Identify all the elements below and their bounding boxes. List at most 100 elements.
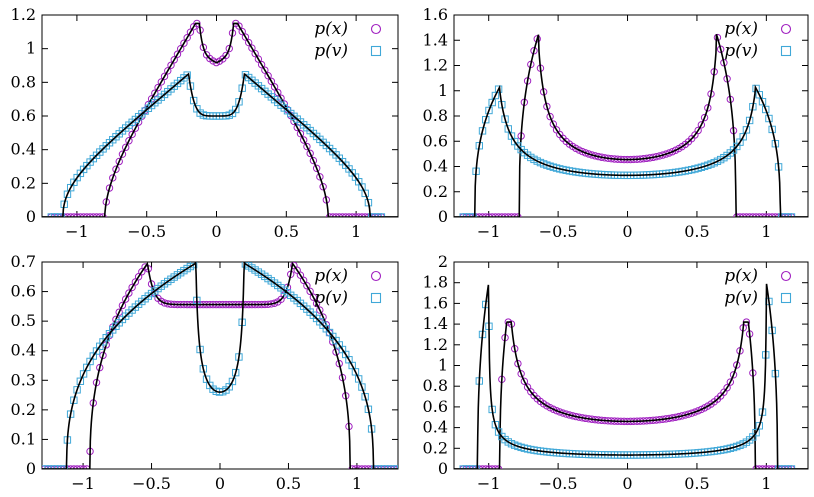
y-tick-label: 0.3: [11, 370, 36, 389]
plot-area: [42, 262, 398, 469]
data-point-x: [115, 308, 123, 316]
data-point-x: [244, 38, 253, 47]
data-point-x: [659, 151, 667, 159]
data-point-x: [73, 213, 81, 217]
data-point-x: [118, 150, 127, 158]
data-point-x: [264, 72, 272, 80]
data-point-x: [517, 370, 525, 378]
y-tick-label: 0.8: [423, 106, 448, 125]
data-point-x: [112, 165, 120, 173]
data-point-x: [342, 213, 350, 217]
data-point-x: [755, 213, 763, 217]
legend-label: p(v): [724, 288, 758, 308]
y-tick-label: 0.8: [11, 72, 36, 91]
fit-curve-v: [454, 283, 808, 469]
data-point-x: [118, 301, 127, 310]
data-point-x: [581, 149, 590, 157]
data-point-x: [482, 213, 490, 217]
data-point-x: [303, 142, 311, 151]
legend-marker-square: [370, 292, 382, 304]
plot-area: [454, 33, 808, 217]
legend-label: p(x): [724, 266, 758, 286]
data-point-x: [585, 150, 593, 158]
legend: p(x)p(v): [724, 266, 792, 308]
data-point-x: [122, 143, 130, 152]
x-tick-label: −0.5: [539, 222, 578, 241]
data-point-x: [70, 213, 78, 217]
data-point-x: [157, 78, 166, 86]
y-tick-label: 1: [438, 81, 448, 100]
data-point-x: [83, 213, 91, 217]
plot-area: [42, 19, 398, 217]
data-point-v: [755, 91, 763, 99]
data-point-x: [177, 45, 185, 53]
data-point-x: [160, 72, 169, 81]
data-point-x: [752, 213, 760, 217]
data-point-x: [125, 137, 133, 145]
legend-marker-square: [780, 292, 792, 304]
data-point-x: [99, 351, 107, 360]
data-point-v: [358, 383, 366, 391]
data-point-x: [355, 213, 363, 217]
y-tick-label: 0.5: [11, 311, 36, 330]
data-point-x: [514, 213, 522, 217]
legend-marker-circle: [780, 270, 792, 282]
data-point-v: [232, 105, 240, 114]
data-point-v: [189, 96, 198, 105]
y-tick-label: 1: [438, 356, 448, 375]
data-point-x: [170, 56, 178, 64]
data-point-x: [92, 213, 101, 217]
y-tick-label: 0.4: [423, 157, 448, 176]
data-point-x: [312, 164, 321, 172]
data-point-x: [241, 33, 250, 41]
data-point-x: [99, 213, 107, 217]
x-tick-label: 1: [352, 474, 362, 493]
data-point-x: [726, 378, 735, 386]
data-point-x: [494, 213, 503, 217]
data-point-x: [164, 67, 172, 75]
y-tick-label: 2: [438, 252, 448, 271]
x-tick-label: 0.5: [684, 474, 709, 493]
y-tick-label: 0.4: [423, 418, 448, 437]
data-point-v: [742, 126, 751, 134]
data-point-v: [235, 98, 243, 106]
y-tick-label: 0.6: [11, 106, 36, 125]
data-point-v: [485, 106, 493, 115]
data-point-x: [79, 213, 88, 217]
data-point-x: [345, 213, 353, 217]
y-tick-label: 1: [26, 39, 36, 58]
y-tick-label: 1.6: [423, 5, 448, 24]
data-point-v: [765, 114, 773, 123]
data-point-x: [154, 83, 162, 92]
data-point-x: [128, 283, 136, 292]
data-point-x: [478, 213, 487, 217]
data-point-x: [254, 55, 263, 63]
data-point-x: [501, 213, 509, 217]
data-point-x: [488, 213, 496, 217]
data-point-x: [131, 278, 140, 286]
data-point-x: [700, 113, 709, 122]
data-point-x: [306, 287, 314, 296]
data-point-x: [199, 43, 208, 52]
legend-marker-square: [370, 45, 382, 57]
y-tick-label: 0.8: [423, 376, 448, 395]
data-point-v: [57, 213, 65, 217]
x-tick-label: 0.5: [276, 474, 301, 493]
chart-panel-bottom-right: 00.20.40.60.811.21.41.61.82−1 −0.5 0 0.5 1p(…: [423, 252, 809, 493]
chart-panel-top-right: 0 0.2 0.4 0.6 0.8 1 1.2 1.4 1.6 −1 −0.5 0 0.5 1 p(x)p(…: [423, 5, 809, 241]
data-point-x: [306, 149, 314, 158]
data-point-x: [361, 213, 369, 217]
data-point-x: [358, 213, 366, 217]
y-tick-label: 0.6: [423, 131, 448, 150]
data-point-v: [745, 116, 754, 125]
data-point-x: [704, 104, 712, 112]
y-tick-label: 0.4: [11, 341, 36, 360]
plot-area: [454, 283, 808, 469]
legend-label: p(x): [314, 19, 348, 39]
data-point-x: [125, 289, 133, 297]
data-point-x: [63, 213, 72, 217]
y-tick-label: 0.4: [11, 140, 36, 159]
data-point-x: [235, 22, 243, 30]
data-point-x: [312, 299, 321, 308]
data-point-x: [485, 213, 493, 217]
